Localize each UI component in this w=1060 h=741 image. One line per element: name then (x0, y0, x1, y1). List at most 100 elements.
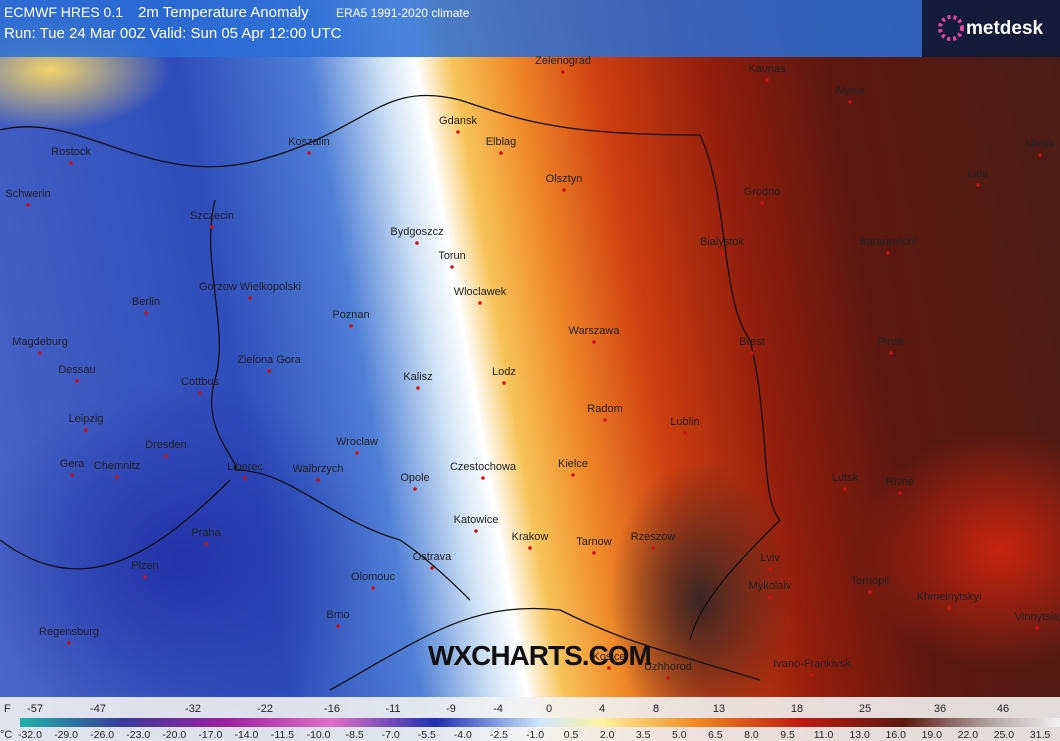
city-dot (371, 586, 375, 590)
legend-f-label: -57 (27, 703, 43, 715)
city-dot (478, 301, 482, 305)
city-dot (415, 241, 419, 245)
legend-c-label: -4.0 (454, 729, 472, 741)
city-label: Bydgoszcz (390, 226, 443, 238)
city-label: Kosice (592, 651, 625, 663)
legend-c-label: -8.5 (346, 729, 364, 741)
city-label: Schwerin (5, 188, 50, 200)
city-dot (750, 351, 754, 355)
legend-c-label: 8.0 (744, 729, 759, 741)
city-dot (26, 203, 30, 207)
logo-icon (938, 15, 964, 41)
city-dot (528, 546, 532, 550)
legend-c-label: 19.0 (922, 729, 943, 741)
city-label: Baranovichi (859, 236, 916, 248)
city-dot (70, 473, 74, 477)
border-cz (0, 479, 231, 570)
legend-f-label: 46 (997, 703, 1009, 715)
city-dot (210, 225, 214, 229)
city-label: Lida (968, 168, 990, 180)
city-dot (592, 551, 596, 555)
city-labels: Zelenograd Kaunas Alytus Gdansk Elblag Rostoc… (5, 55, 1060, 680)
colorbar (20, 718, 1060, 727)
city-dot (607, 666, 611, 670)
city-label: Mykolaiv (749, 580, 792, 592)
legend-f-label: 0 (546, 703, 552, 715)
city-dot (336, 624, 340, 628)
city-dot (307, 151, 311, 155)
city-dot (843, 487, 847, 491)
border-de-pl (210, 199, 471, 601)
city-label: Chemnitz (94, 460, 140, 472)
legend-c-label: 16.0 (885, 729, 906, 741)
legend-f-unit: F (4, 703, 11, 715)
city-label: Ostrava (413, 551, 452, 563)
legend-c-label: 6.5 (708, 729, 723, 741)
city-label: Liberec (227, 461, 264, 473)
city-label: Bialystok (700, 236, 745, 248)
city-dot (592, 340, 596, 344)
city-dot (1035, 626, 1039, 630)
city-label: Koszalin (288, 136, 330, 148)
city-label: Poznan (332, 309, 369, 321)
legend-c-label: 3.5 (636, 729, 651, 741)
city-dot (355, 451, 359, 455)
city-dot (889, 351, 893, 355)
city-label: Plzen (131, 560, 159, 572)
city-dot (474, 529, 478, 533)
legend-f-label: -22 (257, 703, 273, 715)
city-label: Kaunas (748, 63, 786, 75)
city-label: Warszawa (569, 325, 621, 337)
city-dot (603, 418, 607, 422)
city-label: Cottbus (181, 376, 219, 388)
city-dot (349, 324, 353, 328)
city-dot (69, 161, 73, 165)
border-sk (329, 607, 761, 691)
city-label: Wroclaw (336, 436, 378, 448)
city-label: Lublin (670, 416, 699, 428)
legend-c-label: -20.0 (162, 729, 186, 741)
city-label: Lviv (760, 552, 780, 564)
city-dot (976, 183, 980, 187)
city-dot (115, 475, 119, 479)
coastline (0, 94, 701, 168)
logo-box (922, 0, 1060, 57)
city-label: Gdansk (439, 115, 477, 127)
legend-c-label: 31.5 (1030, 729, 1051, 741)
legend-c-label: -11.5 (271, 729, 294, 741)
legend-c-label: -14.0 (234, 729, 258, 741)
city-dot (144, 311, 148, 315)
legend-c-label: -10.0 (307, 729, 331, 741)
city-dot (571, 473, 575, 477)
legend-f-label: -32 (185, 703, 201, 715)
city-dot (430, 566, 434, 570)
city-dot (75, 379, 79, 383)
city-label: Tarnow (576, 536, 612, 548)
legend-f-label: -4 (493, 703, 503, 715)
city-dot (947, 606, 951, 610)
city-dot (886, 251, 890, 255)
city-label: Berlin (132, 296, 160, 308)
header-climate: ERA5 1991-2020 climate (336, 6, 470, 20)
city-label: Magdeburg (12, 336, 68, 348)
legend-c-label: -29.0 (54, 729, 78, 741)
city-dot (562, 188, 566, 192)
city-label: Gera (60, 458, 85, 470)
legend-c-label: -7.0 (382, 729, 400, 741)
borders (0, 94, 781, 691)
city-dot (868, 590, 872, 594)
city-dot (1038, 153, 1042, 157)
legend-c-label: 0.5 (564, 729, 579, 741)
city-label: Elblag (486, 136, 517, 148)
legend-f-label: -11 (385, 703, 400, 715)
city-dot (164, 454, 168, 458)
header-run: Run: Tue 24 Mar 00Z Valid: Sun 05 Apr 12… (4, 25, 342, 42)
city-dot (413, 487, 417, 491)
city-dot (38, 351, 42, 355)
city-label: Leipzig (69, 413, 104, 425)
city-dot (760, 201, 764, 205)
legend-c-label: -23.0 (126, 729, 150, 741)
legend-c-label: -1.0 (526, 729, 544, 741)
legend-c-label: -26.0 (90, 729, 114, 741)
city-label: Olsztyn (546, 173, 583, 185)
